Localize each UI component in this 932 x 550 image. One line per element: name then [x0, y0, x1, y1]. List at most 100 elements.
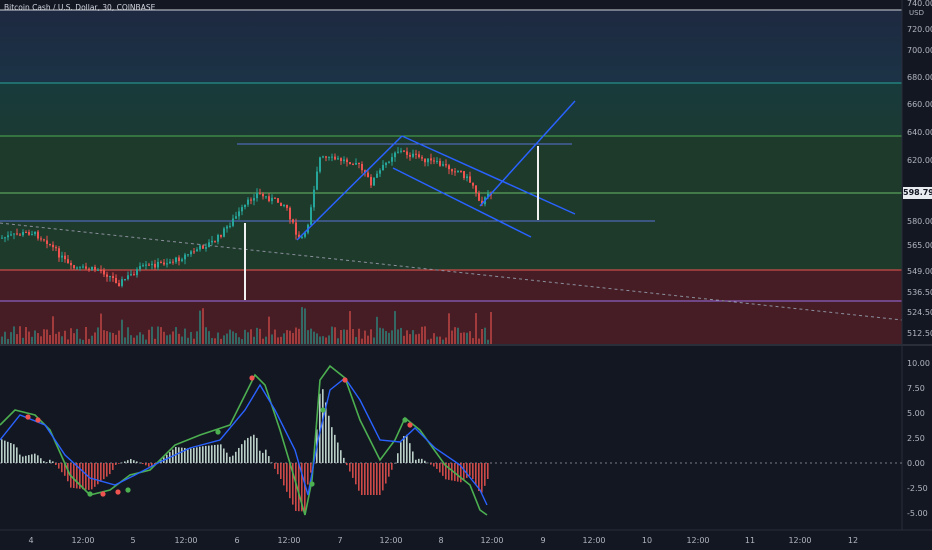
price-axis[interactable]: 740.00 720.00 700.00 680.00 660.00 640.00 620.…: [907, 0, 932, 338]
trendline[interactable]: [401, 135, 576, 215]
volume-bar: [436, 336, 438, 344]
candle-body: [70, 263, 72, 266]
price-tick-label: 700.00: [907, 46, 932, 55]
volume-bar: [82, 339, 84, 344]
candle-body: [82, 266, 84, 268]
candle-body: [385, 162, 387, 166]
zone-green: [0, 136, 902, 270]
histogram-bar: [280, 463, 282, 479]
candle-body: [361, 164, 363, 171]
volume-bar: [79, 338, 81, 344]
volume-bar: [55, 333, 57, 344]
candle-body: [172, 261, 174, 263]
candle-body: [322, 156, 324, 158]
histogram-bar: [412, 451, 414, 463]
time-tick-label: 12: [848, 536, 858, 545]
price-tick-label: 680.00: [907, 73, 932, 82]
volume-bar: [163, 331, 165, 344]
histogram-bar: [238, 447, 240, 463]
candle-body: [184, 254, 186, 260]
candle-body: [457, 171, 459, 173]
candle-body: [61, 255, 63, 258]
candle-body: [415, 153, 417, 155]
candle-body: [226, 226, 228, 229]
histogram-bar: [340, 450, 342, 463]
volume-bar: [109, 332, 111, 344]
candle-body: [130, 274, 132, 276]
candle-body: [28, 232, 30, 235]
time-axis[interactable]: 4 12:00 5 12:00 6 12:00 7 12:00 8 12:00 9 12:00 10 12…: [28, 536, 858, 545]
volume-bar: [481, 328, 483, 344]
candle-body: [10, 234, 12, 236]
time-tick-label: 12:00: [788, 536, 811, 545]
histogram-bar: [298, 463, 300, 512]
histogram-bar: [409, 443, 411, 463]
candle-body: [46, 240, 48, 244]
histogram-bar: [1, 439, 3, 463]
price-tick-label: 580.00: [907, 217, 932, 226]
volume-bar: [205, 327, 207, 344]
histogram-bar: [205, 445, 207, 463]
volume-bars: [1, 307, 492, 344]
candle-body: [325, 156, 327, 158]
candle-body: [106, 274, 108, 277]
trendline[interactable]: [392, 167, 532, 238]
zone-teal: [0, 83, 902, 136]
histogram-bar: [67, 463, 69, 482]
time-tick-label: 12:00: [174, 536, 197, 545]
volume-bar: [220, 338, 222, 344]
volume-bar: [232, 331, 234, 344]
histogram-bar: [31, 454, 33, 463]
candle-body: [400, 150, 402, 152]
histogram-bar: [253, 434, 255, 463]
candle-body: [424, 158, 426, 163]
histogram-bar: [118, 463, 120, 464]
volume-bar: [343, 329, 345, 344]
histogram-bar: [106, 463, 108, 477]
histogram-bar: [151, 463, 153, 467]
histogram-bar: [115, 463, 117, 465]
trendline[interactable]: [479, 100, 576, 207]
volume-bar: [235, 333, 237, 344]
candle-body: [430, 158, 432, 161]
candle-body: [148, 264, 150, 266]
candle-body: [397, 151, 399, 153]
candle-body: [403, 150, 405, 152]
trendline[interactable]: [296, 135, 403, 241]
candle-body: [43, 239, 45, 241]
volume-bar: [427, 339, 429, 344]
histogram-bar: [256, 437, 258, 463]
volume-bar: [250, 329, 252, 344]
oscillator-tick-label: 10.00: [907, 359, 930, 368]
histogram-bar: [388, 463, 390, 477]
volume-bar: [355, 337, 357, 344]
volume-bar: [37, 333, 39, 344]
pattern-drawings[interactable]: [296, 100, 576, 241]
candle-body: [145, 264, 147, 266]
dashed-trendline[interactable]: [0, 222, 903, 321]
candle-body: [235, 216, 237, 219]
histogram-bar: [145, 463, 147, 466]
volume-bar: [298, 328, 300, 344]
candle-body: [187, 254, 189, 256]
time-tick-label: 6: [234, 536, 239, 545]
volume-bar: [373, 337, 375, 344]
histogram-bar: [40, 458, 42, 463]
candle-body: [481, 200, 483, 205]
volume-bar: [211, 337, 213, 344]
candle-body: [301, 236, 303, 238]
candle-body: [274, 197, 276, 199]
candle-body: [229, 225, 231, 227]
histogram-bar: [25, 455, 27, 463]
candle-body: [256, 192, 258, 199]
histogram-bar: [61, 463, 63, 473]
volume-bar: [382, 328, 384, 344]
volume-bar: [202, 308, 204, 344]
oscillator-slow-line: [0, 376, 488, 506]
candle-body: [88, 268, 90, 271]
volume-bar: [391, 330, 393, 344]
oscillator-axis[interactable]: 10.00 7.50 5.00 2.50 0.00 -2.50 -5.00: [907, 359, 930, 518]
volume-bar: [187, 337, 189, 344]
